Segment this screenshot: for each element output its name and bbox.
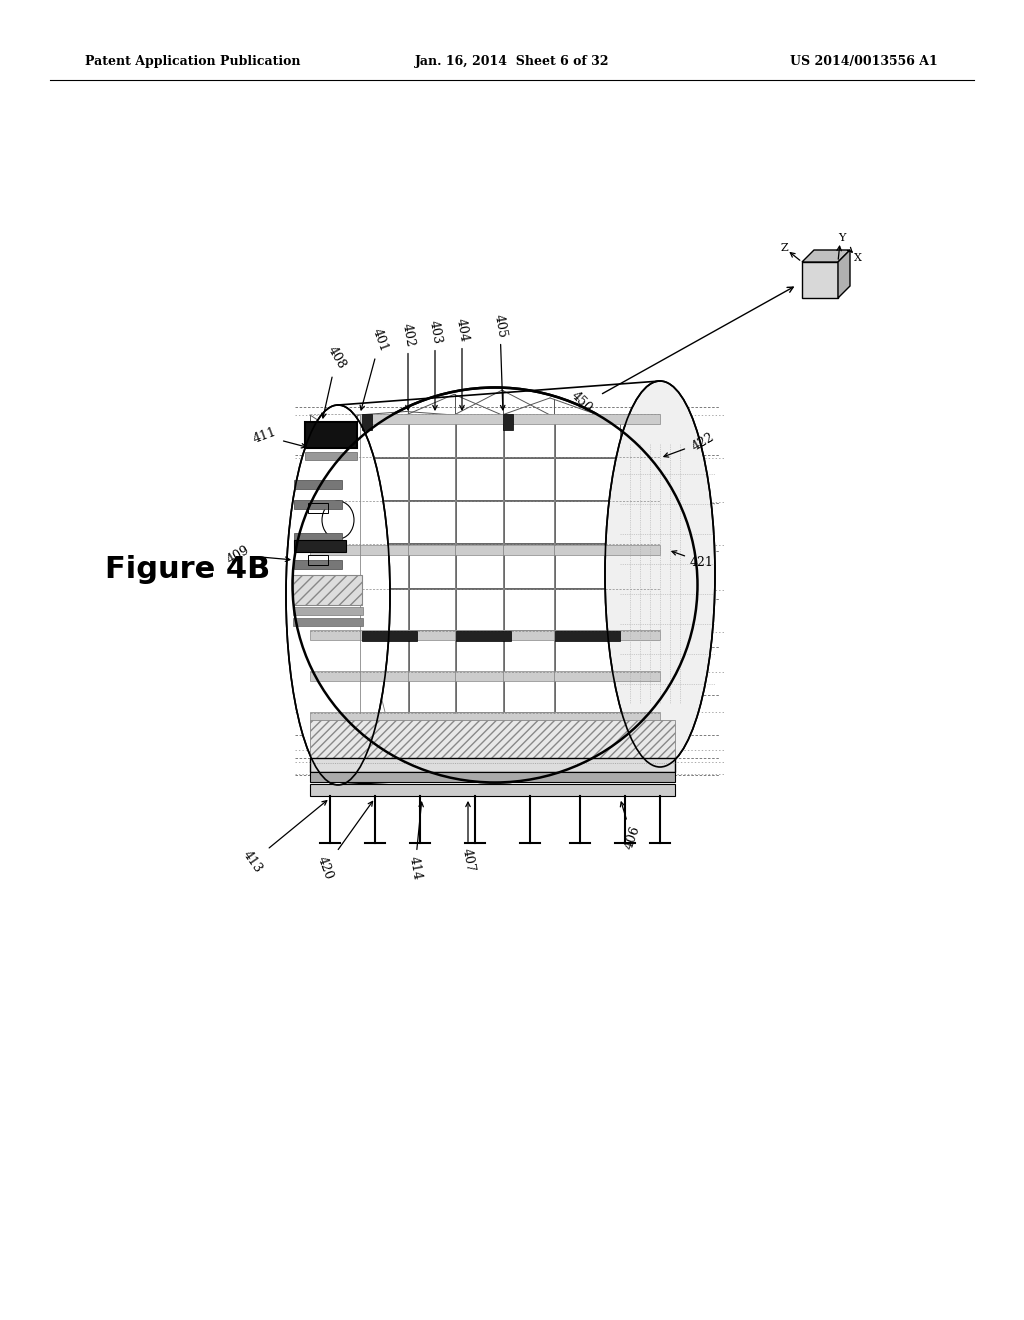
- Bar: [456, 631, 511, 642]
- Polygon shape: [409, 589, 455, 630]
- Polygon shape: [310, 589, 360, 630]
- Ellipse shape: [286, 405, 390, 785]
- Polygon shape: [409, 414, 455, 457]
- Polygon shape: [802, 261, 838, 298]
- Polygon shape: [361, 458, 408, 500]
- Ellipse shape: [293, 388, 697, 783]
- Bar: [310, 545, 660, 554]
- Polygon shape: [504, 673, 554, 711]
- Polygon shape: [555, 589, 620, 630]
- Bar: [294, 533, 342, 543]
- Polygon shape: [310, 631, 360, 672]
- Text: 402: 402: [399, 322, 417, 409]
- Bar: [555, 631, 620, 642]
- Text: 413: 413: [240, 801, 327, 875]
- Text: 404: 404: [454, 317, 470, 409]
- Polygon shape: [555, 544, 620, 587]
- Polygon shape: [361, 414, 408, 457]
- Bar: [294, 500, 342, 510]
- Bar: [310, 784, 675, 796]
- Bar: [294, 480, 342, 488]
- Polygon shape: [555, 631, 620, 672]
- Bar: [503, 414, 513, 430]
- Polygon shape: [555, 673, 620, 711]
- Polygon shape: [456, 631, 503, 672]
- Polygon shape: [504, 544, 554, 587]
- Bar: [310, 630, 660, 640]
- Polygon shape: [555, 458, 620, 500]
- Bar: [294, 540, 346, 552]
- Polygon shape: [456, 673, 503, 711]
- Polygon shape: [409, 544, 455, 587]
- Polygon shape: [504, 631, 554, 672]
- Polygon shape: [409, 502, 455, 543]
- Text: 450: 450: [569, 389, 595, 414]
- Bar: [308, 554, 328, 565]
- Polygon shape: [361, 631, 408, 672]
- Bar: [305, 451, 357, 459]
- Polygon shape: [310, 458, 360, 500]
- Text: 403: 403: [427, 319, 443, 409]
- Text: 420: 420: [314, 801, 373, 882]
- Text: 408: 408: [322, 345, 348, 418]
- Text: Y: Y: [839, 234, 846, 243]
- Polygon shape: [456, 414, 503, 457]
- Bar: [310, 758, 675, 772]
- Bar: [305, 422, 357, 447]
- Bar: [293, 618, 362, 626]
- Polygon shape: [409, 631, 455, 672]
- Polygon shape: [409, 673, 455, 711]
- Text: X: X: [854, 253, 862, 263]
- Bar: [362, 414, 372, 430]
- Text: 406: 406: [621, 803, 642, 851]
- Polygon shape: [456, 589, 503, 630]
- Text: 401: 401: [360, 326, 390, 411]
- Text: 409: 409: [225, 544, 290, 566]
- Bar: [293, 607, 362, 615]
- Text: 411: 411: [251, 426, 306, 447]
- Polygon shape: [361, 673, 408, 711]
- Polygon shape: [802, 249, 850, 261]
- Text: 421: 421: [672, 550, 714, 569]
- Polygon shape: [361, 502, 408, 543]
- Polygon shape: [310, 544, 360, 587]
- Polygon shape: [310, 502, 360, 543]
- Bar: [310, 719, 675, 758]
- Polygon shape: [310, 673, 360, 711]
- Polygon shape: [838, 249, 850, 298]
- Polygon shape: [456, 544, 503, 587]
- Text: Z: Z: [780, 243, 787, 253]
- Polygon shape: [361, 589, 408, 630]
- Polygon shape: [555, 414, 620, 457]
- Text: 422: 422: [664, 430, 717, 457]
- Polygon shape: [293, 576, 362, 605]
- Polygon shape: [504, 458, 554, 500]
- Bar: [360, 414, 660, 424]
- Text: Figure 4B: Figure 4B: [105, 556, 270, 585]
- Text: Jan. 16, 2014  Sheet 6 of 32: Jan. 16, 2014 Sheet 6 of 32: [415, 55, 609, 69]
- Text: Patent Application Publication: Patent Application Publication: [85, 55, 300, 69]
- Bar: [310, 772, 675, 781]
- Ellipse shape: [605, 381, 715, 767]
- Bar: [310, 671, 660, 681]
- Polygon shape: [361, 544, 408, 587]
- Polygon shape: [456, 502, 503, 543]
- Bar: [362, 631, 417, 642]
- Polygon shape: [555, 502, 620, 543]
- Polygon shape: [409, 458, 455, 500]
- Bar: [294, 560, 342, 569]
- Bar: [308, 503, 328, 513]
- Text: 405: 405: [492, 313, 509, 409]
- Polygon shape: [504, 502, 554, 543]
- Polygon shape: [504, 414, 554, 457]
- Bar: [310, 711, 660, 722]
- Text: US 2014/0013556 A1: US 2014/0013556 A1: [791, 55, 938, 69]
- Text: 414: 414: [407, 803, 424, 880]
- Text: 407: 407: [460, 803, 476, 873]
- Ellipse shape: [300, 389, 690, 780]
- Polygon shape: [504, 589, 554, 630]
- Polygon shape: [456, 458, 503, 500]
